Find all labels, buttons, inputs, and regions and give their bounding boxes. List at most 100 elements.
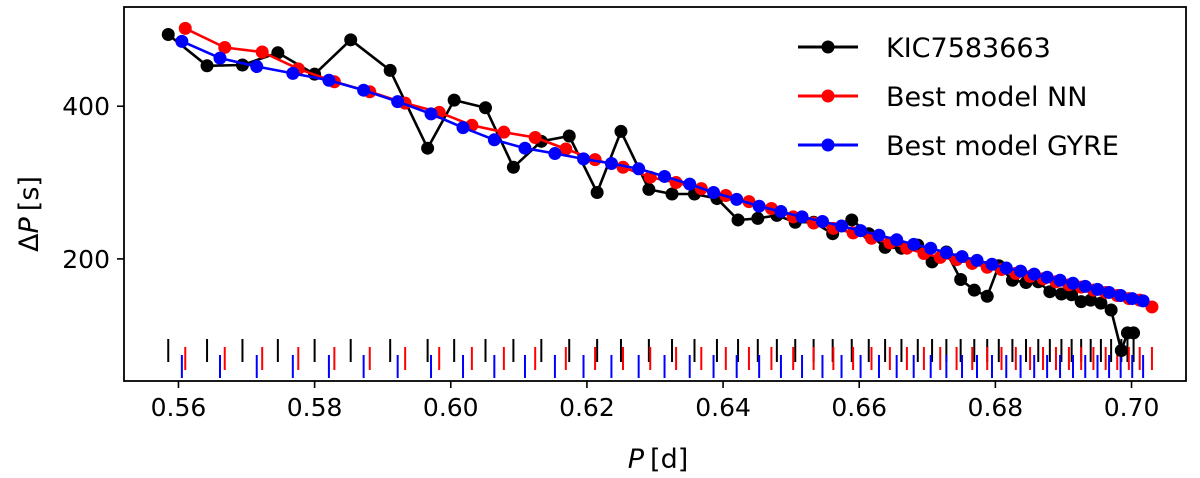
data-point-kic [383,63,397,77]
data-point-kic [562,129,576,143]
x-axis: 0.56 0.58 0.60 0.62 0.64 0.66 0.68 0.70 [151,381,1160,422]
data-point-gyre [924,241,938,255]
data-point-kic [954,272,968,286]
data-point-gyre [774,205,788,219]
series-gyre [175,34,1150,308]
data-point-gyre [357,83,371,97]
data-point-gyre [907,237,921,251]
x-axis-label-unit: [d] [650,444,688,475]
data-point-gyre [1027,267,1041,281]
data-point-gyre [632,162,646,176]
data-point-gyre [730,192,744,206]
data-point-kic [614,124,628,138]
data-point-kic [642,182,656,196]
data-point-kic [447,93,461,107]
data-point-gyre [548,147,562,161]
data-point-gyre [1040,270,1054,284]
data-point-gyre [795,210,809,224]
data-point-gyre [955,250,969,264]
data-point-gyre [815,214,829,228]
legend-label-nn: Best model NN [886,82,1087,113]
legend-entry-nn: Best model NN [798,82,1087,113]
legend-entry-kic: KIC7583663 [798,33,1051,64]
data-point-gyre [854,224,868,238]
data-point-gyre [577,152,591,166]
data-point-gyre [424,107,438,121]
y-axis-label-var: P [14,216,45,233]
x-axis-label-var: P [628,444,645,475]
rug-gyre [180,355,1145,378]
data-point-kic [1043,285,1057,299]
data-point-nn [218,40,232,54]
data-point-gyre [1136,294,1150,308]
legend-label-gyre: Best model GYRE [886,131,1119,162]
data-point-gyre [604,156,618,170]
data-point-gyre [250,60,264,74]
legend-label-kic: KIC7583663 [886,33,1051,64]
legend-marker-kic [821,40,835,54]
data-point-gyre [1014,264,1028,278]
data-point-gyre [175,34,189,48]
y-axis: 200 400 [62,92,124,274]
data-point-kic [1114,343,1128,357]
data-point-kic [1094,296,1108,310]
data-point-gyre [286,66,300,80]
x-tick-label: 0.64 [695,393,751,422]
data-point-gyre [1125,292,1139,306]
data-point-nn [255,45,269,59]
data-point-nn [497,125,511,139]
data-point-gyre [872,228,886,242]
data-point-gyre [835,219,849,233]
data-point-gyre [456,121,470,135]
data-point-gyre [322,73,336,87]
rug-nn [184,347,1153,370]
x-tick-label: 0.60 [423,393,479,422]
data-point-kic [1127,326,1141,340]
x-tick-label: 0.70 [1104,393,1160,422]
data-point-gyre [890,233,904,247]
legend-marker-gyre [821,138,835,152]
data-point-kic [845,213,859,227]
x-tick-label: 0.58 [287,393,343,422]
data-point-kic [1054,287,1068,301]
data-point-kic [478,101,492,115]
data-point-gyre [518,141,532,155]
data-point-kic [161,27,175,41]
data-point-gyre [1066,276,1080,290]
data-point-gyre [658,169,672,183]
data-point-nn [559,142,573,156]
data-point-gyre [683,177,697,191]
y-tick-label: 200 [62,245,110,274]
data-point-kic [590,185,604,199]
data-point-kic [751,211,765,225]
data-point-kic [1104,303,1118,317]
y-axis-label-prefix: Δ [14,233,45,252]
data-point-gyre [1078,279,1092,293]
data-point-kic [1074,295,1088,309]
data-point-nn [178,21,192,35]
x-tick-label: 0.66 [831,393,887,422]
axes-frame [123,6,1187,382]
plot-area [161,21,1159,378]
data-point-gyre [1091,282,1104,296]
data-point-gyre [391,95,405,109]
legend-marker-nn [821,89,835,103]
legend: KIC7583663 Best model NN Best model GYRE [798,33,1119,162]
data-point-nn [528,131,542,145]
data-point-kic [421,141,435,155]
x-tick-label: 0.56 [151,393,207,422]
data-point-gyre [939,246,953,260]
y-axis-label: ΔP [s] [14,176,45,252]
data-point-kic [1065,288,1079,302]
data-point-kic [980,289,994,303]
data-point-kic [344,33,358,47]
data-point-gyre [213,51,227,65]
x-tick-label: 0.62 [559,393,615,422]
y-tick-label: 400 [62,92,110,121]
data-point-gyre [1114,289,1128,303]
data-point-gyre [985,257,999,271]
data-point-kic [271,46,285,60]
data-point-gyre [999,261,1013,275]
data-point-kic [1084,293,1098,307]
data-point-gyre [970,253,984,267]
